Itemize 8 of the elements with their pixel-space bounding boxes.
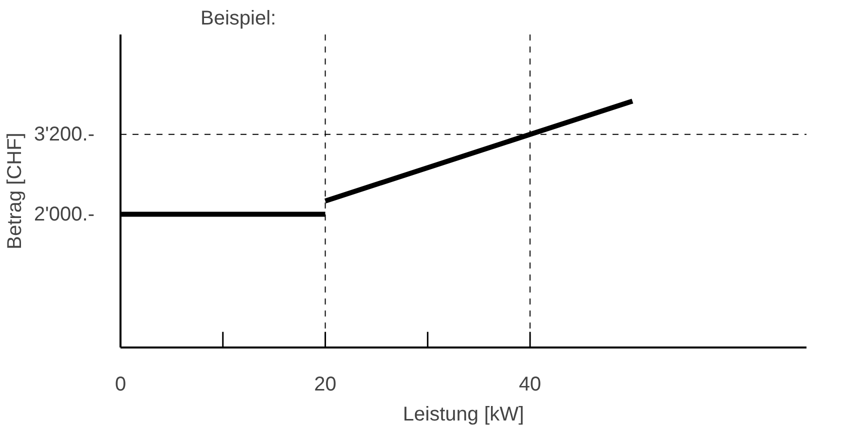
x-tick-label: 40 — [518, 374, 542, 396]
y-tick-label: 3'200.- — [34, 123, 95, 146]
x-axis-title: Leistung [kW] — [402, 404, 524, 426]
x-tick-label: 0 — [114, 374, 126, 396]
y-axis-title: Betrag [CHF] — [4, 132, 26, 250]
x-tick-label: 20 — [314, 374, 336, 396]
chart-title: Beispiel: — [200, 8, 276, 30]
y-tick-label: 2'000.- — [34, 203, 95, 226]
